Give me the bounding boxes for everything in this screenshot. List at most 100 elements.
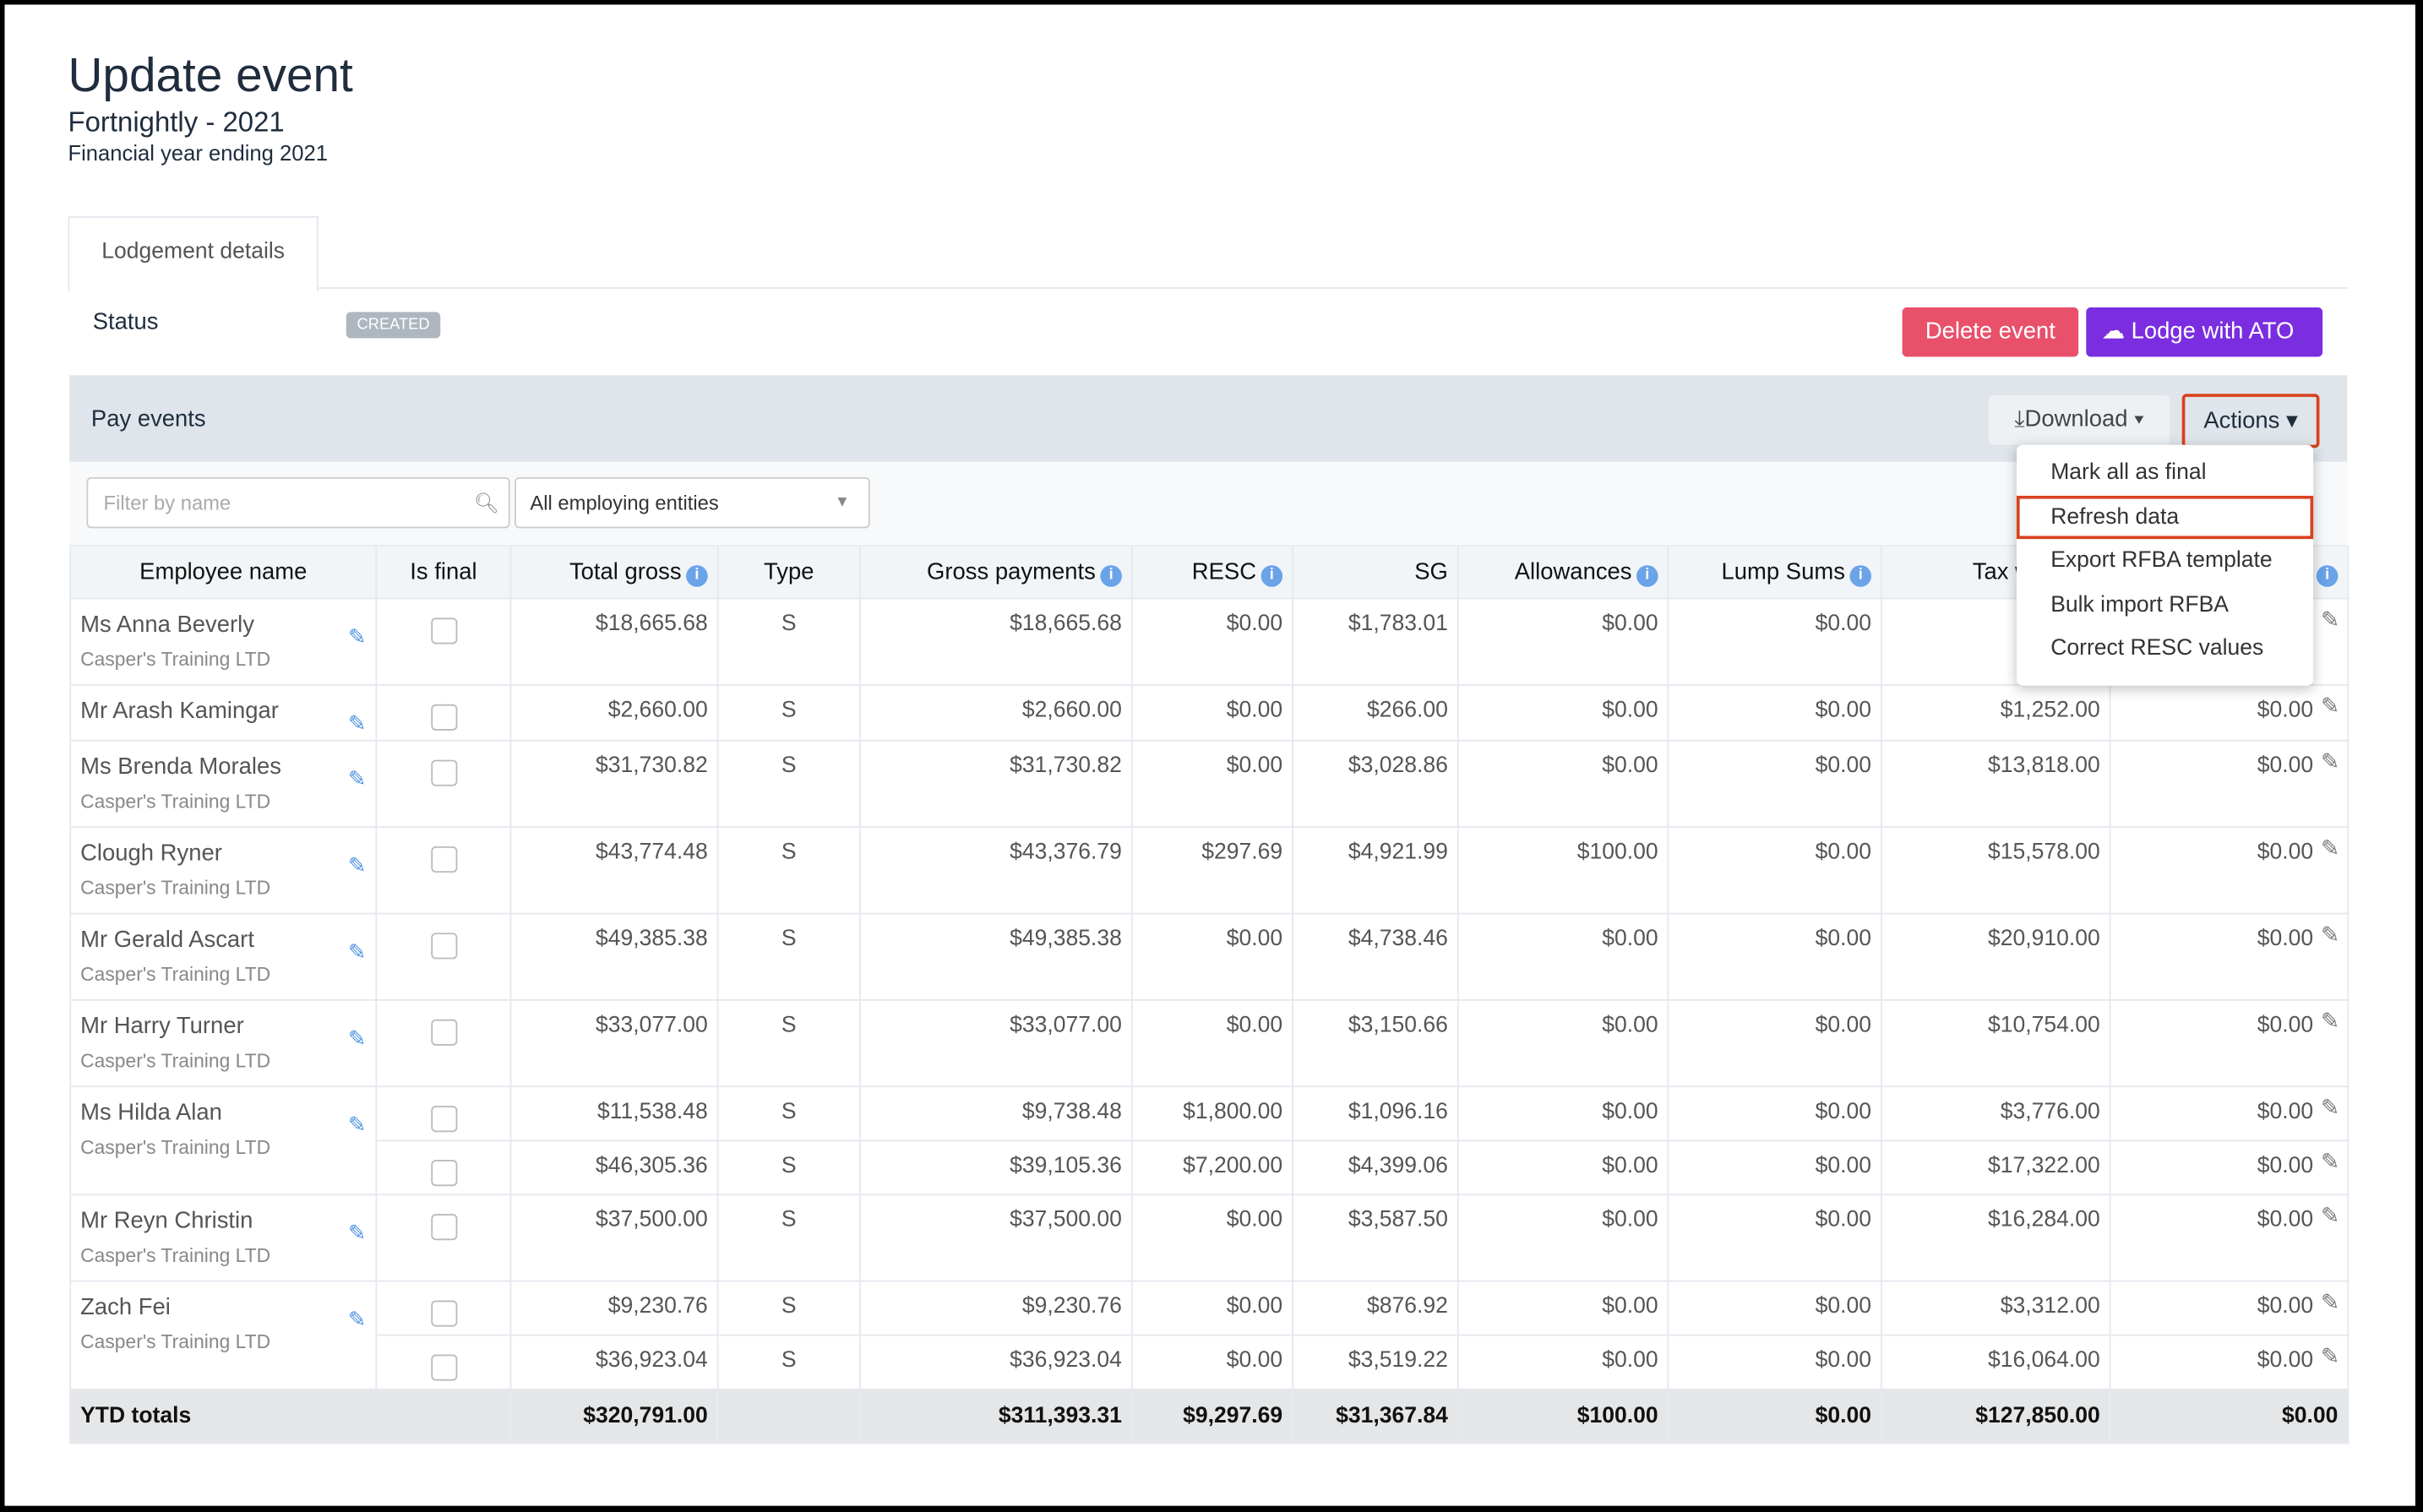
cell: $9,230.76 <box>858 1280 1133 1336</box>
total-cell: $31,367.84 <box>1292 1388 1459 1444</box>
filter-placeholder: Filter by name <box>103 491 231 514</box>
edit-icon[interactable]: ✎ <box>348 1025 367 1051</box>
edit-icon[interactable]: ✎ <box>348 1112 367 1137</box>
cell: $0.00✎ <box>2109 1334 2349 1390</box>
table-row: Ms Brenda Morales Casper's Training LTD ✎ $… <box>69 739 2349 829</box>
total-cell: $0.00 <box>2109 1388 2349 1444</box>
cell: $0.00 <box>1457 1280 1669 1336</box>
menu-item[interactable]: Refresh data <box>2016 495 2314 540</box>
column-header: Total gross i <box>509 545 719 600</box>
employee-name: Ms Brenda Morales <box>80 753 282 780</box>
menu-item[interactable]: Correct RESC values <box>2050 636 2264 661</box>
cell: $100.00 <box>1457 826 1669 915</box>
edit-icon[interactable]: ✎ <box>2321 694 2340 721</box>
cell: $0.00 <box>1130 683 1293 742</box>
checkbox[interactable] <box>430 1214 457 1241</box>
cell: $0.00 <box>1667 1085 1882 1142</box>
edit-icon[interactable]: ✎ <box>348 852 367 878</box>
employee-company: Casper's Training LTD <box>80 877 271 900</box>
cell: $36,923.04 <box>858 1334 1133 1390</box>
cell: $0.00 <box>1667 826 1882 915</box>
edit-icon[interactable]: ✎ <box>2321 923 2340 949</box>
cell: $0.00 <box>1457 1085 1669 1142</box>
checkbox[interactable] <box>430 1160 457 1187</box>
cell: $15,578.00 <box>1881 826 2111 915</box>
actions-button[interactable]: Actions ▾ <box>2181 394 2320 449</box>
menu-item[interactable]: Export RFBA template <box>2050 548 2273 574</box>
cell: $13,818.00 <box>1881 739 2111 829</box>
column-header: Employee name <box>69 545 378 600</box>
cell: $0.00✎ <box>2109 739 2349 829</box>
cell: $18,665.68 <box>509 597 719 686</box>
checkbox[interactable] <box>430 1354 457 1381</box>
edit-icon[interactable]: ✎ <box>2321 1009 2340 1036</box>
is-final-cell <box>375 826 512 915</box>
cell: $46,305.36 <box>509 1139 719 1196</box>
is-final-cell <box>375 1280 512 1336</box>
cell: $0.00 <box>1130 1334 1293 1390</box>
cell: $11,538.48 <box>509 1085 719 1142</box>
totals-row: YTD totals $320,791.00 $311,393.31 $9,297.6… <box>69 1388 2349 1444</box>
edit-icon[interactable]: ✎ <box>2321 608 2340 634</box>
cell: $297.69 <box>1130 826 1293 915</box>
checkbox[interactable] <box>430 933 457 960</box>
cell: $876.92 <box>1292 1280 1459 1336</box>
cell: $1,783.01 <box>1292 597 1459 686</box>
edit-icon[interactable]: ✎ <box>2321 750 2340 775</box>
financial-year: Financial year ending 2021 <box>68 140 328 166</box>
checkbox[interactable] <box>430 759 457 786</box>
totals-label: YTD totals <box>69 1388 512 1444</box>
checkbox[interactable] <box>430 1019 457 1046</box>
cell: $36,923.04 <box>509 1334 719 1390</box>
edit-icon[interactable]: ✎ <box>348 1306 367 1332</box>
cell: $16,284.00 <box>1881 1194 2111 1282</box>
cell: $3,312.00 <box>1881 1280 2111 1336</box>
tab[interactable]: Lodgement details <box>68 215 319 292</box>
column-header: Allowances i <box>1457 545 1669 600</box>
table-row: Mr Reyn Christin Casper's Training LTD ✎ $3… <box>69 1194 2349 1282</box>
info-icon: i <box>1636 564 1658 586</box>
lodge-button[interactable]: ☁ Lodge with ATO <box>2086 307 2323 357</box>
edit-icon[interactable]: ✎ <box>348 623 367 649</box>
employee-name: Ms Anna Beverly <box>80 612 255 639</box>
checkbox[interactable] <box>430 846 457 873</box>
edit-icon[interactable]: ✎ <box>2321 1096 2340 1122</box>
edit-icon[interactable]: ✎ <box>2321 1150 2340 1176</box>
cell: $4,738.46 <box>1292 912 1459 1001</box>
cell: $9,230.76 <box>509 1280 719 1336</box>
download-button[interactable]: ⤓Download ▾ <box>1989 395 2170 445</box>
edit-icon[interactable]: ✎ <box>348 938 367 964</box>
employee-cell: Mr Harry Turner Casper's Training LTD ✎ <box>69 998 378 1088</box>
checkbox[interactable] <box>430 704 457 731</box>
delete-button[interactable]: Delete event <box>1902 307 2079 357</box>
cell: $0.00 <box>1667 912 1882 1001</box>
edit-icon[interactable]: ✎ <box>348 710 367 736</box>
edit-icon[interactable]: ✎ <box>348 1220 367 1245</box>
tab-line <box>69 287 2348 289</box>
checkbox[interactable] <box>430 1300 457 1327</box>
edit-icon[interactable]: ✎ <box>348 765 367 791</box>
employee-cell: Mr Reyn Christin Casper's Training LTD ✎ <box>69 1194 378 1282</box>
edit-icon[interactable]: ✎ <box>2321 836 2340 862</box>
cell: S <box>716 1085 861 1142</box>
table-row: $46,305.36 S $39,105.36 $7,200.00 $4,399.06 $… <box>70 1139 2349 1196</box>
checkbox[interactable] <box>430 1106 457 1133</box>
entity-select[interactable]: All employing entities ▼ <box>515 476 870 529</box>
column-header: Lump Sums i <box>1667 545 1882 600</box>
menu-item[interactable]: Mark all as final <box>2050 460 2207 486</box>
total-cell <box>716 1388 861 1444</box>
cell: $43,774.48 <box>509 826 719 915</box>
cell: S <box>716 826 861 915</box>
edit-icon[interactable]: ✎ <box>2321 1205 2340 1230</box>
edit-icon[interactable]: ✎ <box>2321 1291 2340 1316</box>
checkbox[interactable] <box>430 617 457 645</box>
cell: $0.00 <box>1457 1139 1669 1196</box>
cell: $0.00 <box>1457 739 1669 829</box>
cell: $37,500.00 <box>858 1194 1133 1282</box>
edit-icon[interactable]: ✎ <box>2321 1345 2340 1370</box>
menu-item[interactable]: Bulk import RFBA <box>2050 592 2229 617</box>
table-row: Mr Arash Kamingar ✎ $2,660.00 S $2,660.00 $0.… <box>69 683 2349 742</box>
info-icon: i <box>1849 564 1872 586</box>
employee-name: Mr Arash Kamingar <box>80 698 279 725</box>
filter-input[interactable]: Filter by name 🔍︎ <box>86 476 510 529</box>
